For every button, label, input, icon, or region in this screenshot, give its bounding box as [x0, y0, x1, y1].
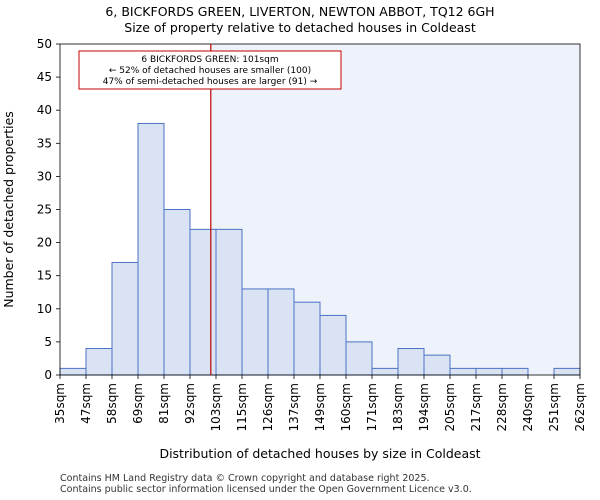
annotation-line-3: 47% of semi-detached houses are larger (…	[103, 77, 318, 87]
x-tick-label: 103sqm	[209, 383, 223, 431]
x-tick-label: 205sqm	[443, 383, 457, 431]
x-tick-label: 47sqm	[79, 383, 93, 424]
x-tick-label: 217sqm	[469, 383, 483, 431]
x-tick-label: 81sqm	[157, 383, 171, 424]
x-tick-label: 262sqm	[573, 383, 587, 431]
histogram-bar	[215, 228, 243, 376]
y-tick-label: 30	[37, 169, 52, 183]
histogram-bar	[501, 367, 529, 376]
histogram-bar	[293, 301, 321, 376]
y-tick-label: 40	[37, 103, 52, 117]
x-tick-label: 240sqm	[521, 383, 535, 431]
x-tick-label: 183sqm	[391, 383, 405, 431]
histogram-bar	[267, 288, 295, 376]
chart-subtitle: Size of property relative to detached ho…	[124, 20, 476, 35]
x-tick-label: 228sqm	[495, 383, 509, 431]
x-tick-label: 35sqm	[53, 383, 67, 424]
x-tick-label: 171sqm	[365, 383, 379, 431]
y-tick-label: 0	[44, 368, 52, 382]
x-tick-label: 160sqm	[339, 383, 353, 431]
x-tick-label: 69sqm	[131, 383, 145, 424]
y-tick-label: 50	[37, 37, 52, 51]
histogram-bar	[423, 354, 451, 376]
x-tick-label: 251sqm	[547, 383, 561, 431]
histogram-bar	[137, 122, 165, 376]
histogram-bar	[111, 261, 139, 376]
y-tick-label: 20	[37, 236, 52, 250]
histogram-bar	[189, 228, 217, 376]
annotation-line-2: ← 52% of detached houses are smaller (10…	[109, 66, 311, 76]
histogram-bar	[319, 314, 347, 376]
histogram-bar	[241, 288, 269, 376]
histogram-bar	[85, 348, 113, 376]
histogram-bar	[449, 367, 477, 376]
y-tick-label: 5	[44, 335, 52, 349]
histogram-bar	[345, 341, 373, 376]
x-axis-label: Distribution of detached houses by size …	[159, 446, 480, 461]
y-tick-label: 45	[37, 70, 52, 84]
x-tick-label: 149sqm	[313, 383, 327, 431]
y-tick-label: 10	[37, 302, 52, 316]
footer-line-1: Contains HM Land Registry data © Crown c…	[60, 473, 430, 484]
x-tick-label: 126sqm	[261, 383, 275, 431]
annotation-line-1: 6 BICKFORDS GREEN: 101sqm	[141, 55, 278, 65]
histogram-bar	[163, 209, 191, 376]
x-tick-label: 92sqm	[183, 383, 197, 424]
y-axis-label: Number of detached properties	[1, 111, 16, 308]
x-tick-label: 115sqm	[235, 383, 249, 431]
y-tick-label: 35	[37, 136, 52, 150]
y-tick-label: 15	[37, 269, 52, 283]
histogram-bar	[397, 348, 425, 376]
x-tick-label: 137sqm	[287, 383, 301, 431]
histogram-bar	[371, 367, 399, 376]
histogram-bar	[475, 367, 503, 376]
histogram-bar	[59, 367, 87, 376]
histogram-bar	[553, 367, 581, 376]
x-tick-label: 194sqm	[417, 383, 431, 431]
footer-line-2: Contains public sector information licen…	[60, 484, 472, 495]
annotation-box: 6 BICKFORDS GREEN: 101sqm ← 52% of detac…	[78, 50, 342, 90]
chart-title: 6, BICKFORDS GREEN, LIVERTON, NEWTON ABB…	[105, 4, 495, 19]
y-tick-label: 25	[37, 203, 52, 217]
x-tick-label: 58sqm	[105, 383, 119, 424]
